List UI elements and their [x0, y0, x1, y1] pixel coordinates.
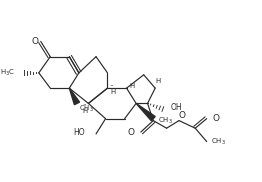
Text: H: H [111, 89, 116, 95]
Text: CH$_3$: CH$_3$ [211, 136, 226, 147]
Text: H: H [82, 108, 87, 114]
Text: H: H [155, 78, 161, 84]
Text: CH$_3$: CH$_3$ [158, 115, 173, 126]
Polygon shape [136, 103, 155, 121]
Text: H: H [130, 83, 135, 89]
Text: HO: HO [73, 128, 85, 136]
Text: O: O [31, 37, 39, 46]
Text: CH$_3$: CH$_3$ [79, 104, 94, 114]
Text: OH: OH [171, 103, 182, 112]
Text: ··: ·· [82, 101, 87, 110]
Polygon shape [69, 88, 80, 105]
Text: ··: ·· [109, 82, 114, 91]
Text: O: O [212, 114, 219, 123]
Text: O: O [178, 111, 185, 120]
Text: H$_3$C: H$_3$C [0, 68, 15, 78]
Text: O: O [127, 128, 134, 136]
